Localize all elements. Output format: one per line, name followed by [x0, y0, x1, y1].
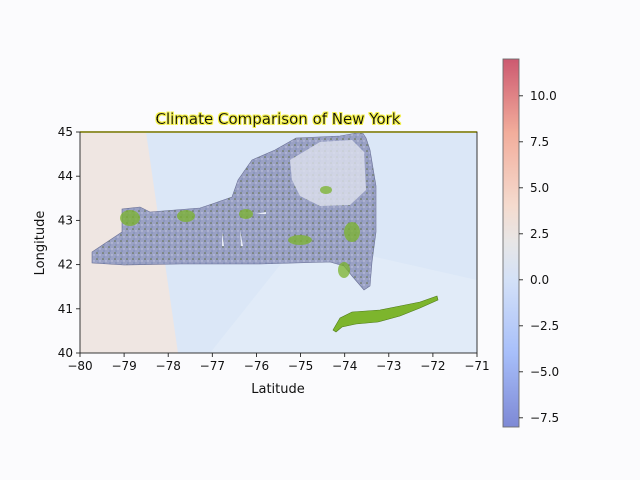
y-axis-label: Longitude — [33, 211, 48, 276]
x-tick-label: −75 — [288, 359, 313, 373]
y-tick-label: 45 — [58, 125, 73, 139]
x-tick-label: −74 — [332, 359, 357, 373]
y-tick-label: 41 — [58, 302, 73, 316]
colorbar-axis: −7.5 −5.0 −2.5 0.0 2.5 5.0 7.5 10.0 — [519, 89, 559, 425]
colorbar-tick-label: 7.5 — [530, 135, 549, 149]
x-tick-label: −72 — [420, 359, 445, 373]
colorbar-tick-label: −7.5 — [530, 411, 559, 425]
colorbar-tick-label: −2.5 — [530, 319, 559, 333]
colorbar — [502, 58, 520, 428]
adirondack-light-area — [290, 140, 366, 206]
x-tick-label: −73 — [376, 359, 401, 373]
x-axis-label: Latitude — [251, 382, 305, 397]
x-tick-label: −79 — [111, 359, 136, 373]
colorbar-tick-label: 10.0 — [530, 89, 557, 103]
y-tick-label: 40 — [58, 346, 73, 360]
lakes — [222, 212, 266, 246]
colorbar-tick-label: −5.0 — [530, 365, 559, 379]
y-tick-label: 43 — [58, 213, 73, 227]
y-tick-label: 44 — [58, 169, 73, 183]
long-island — [332, 295, 439, 333]
vegetation-patches — [120, 186, 360, 278]
colorbar-tick-label: 2.5 — [530, 227, 549, 241]
x-tick-label: −71 — [464, 359, 489, 373]
x-tick-label: −80 — [67, 359, 92, 373]
x-tick-label: −76 — [244, 359, 269, 373]
x-axis: −80 −79 −78 −77 −76 −75 −74 −73 −72 −71 — [67, 353, 490, 373]
y-axis: 40 41 42 43 44 45 — [58, 125, 80, 360]
state-map — [91, 132, 439, 333]
colorbar-tick-label: 0.0 — [530, 273, 549, 287]
colorbar-tick-label: 5.0 — [530, 181, 549, 195]
y-tick-label: 42 — [58, 258, 73, 272]
chart-title: Climate Comparison of New York — [156, 110, 401, 128]
x-tick-label: −78 — [156, 359, 181, 373]
x-tick-label: −77 — [200, 359, 225, 373]
axes-frame — [79, 131, 478, 354]
